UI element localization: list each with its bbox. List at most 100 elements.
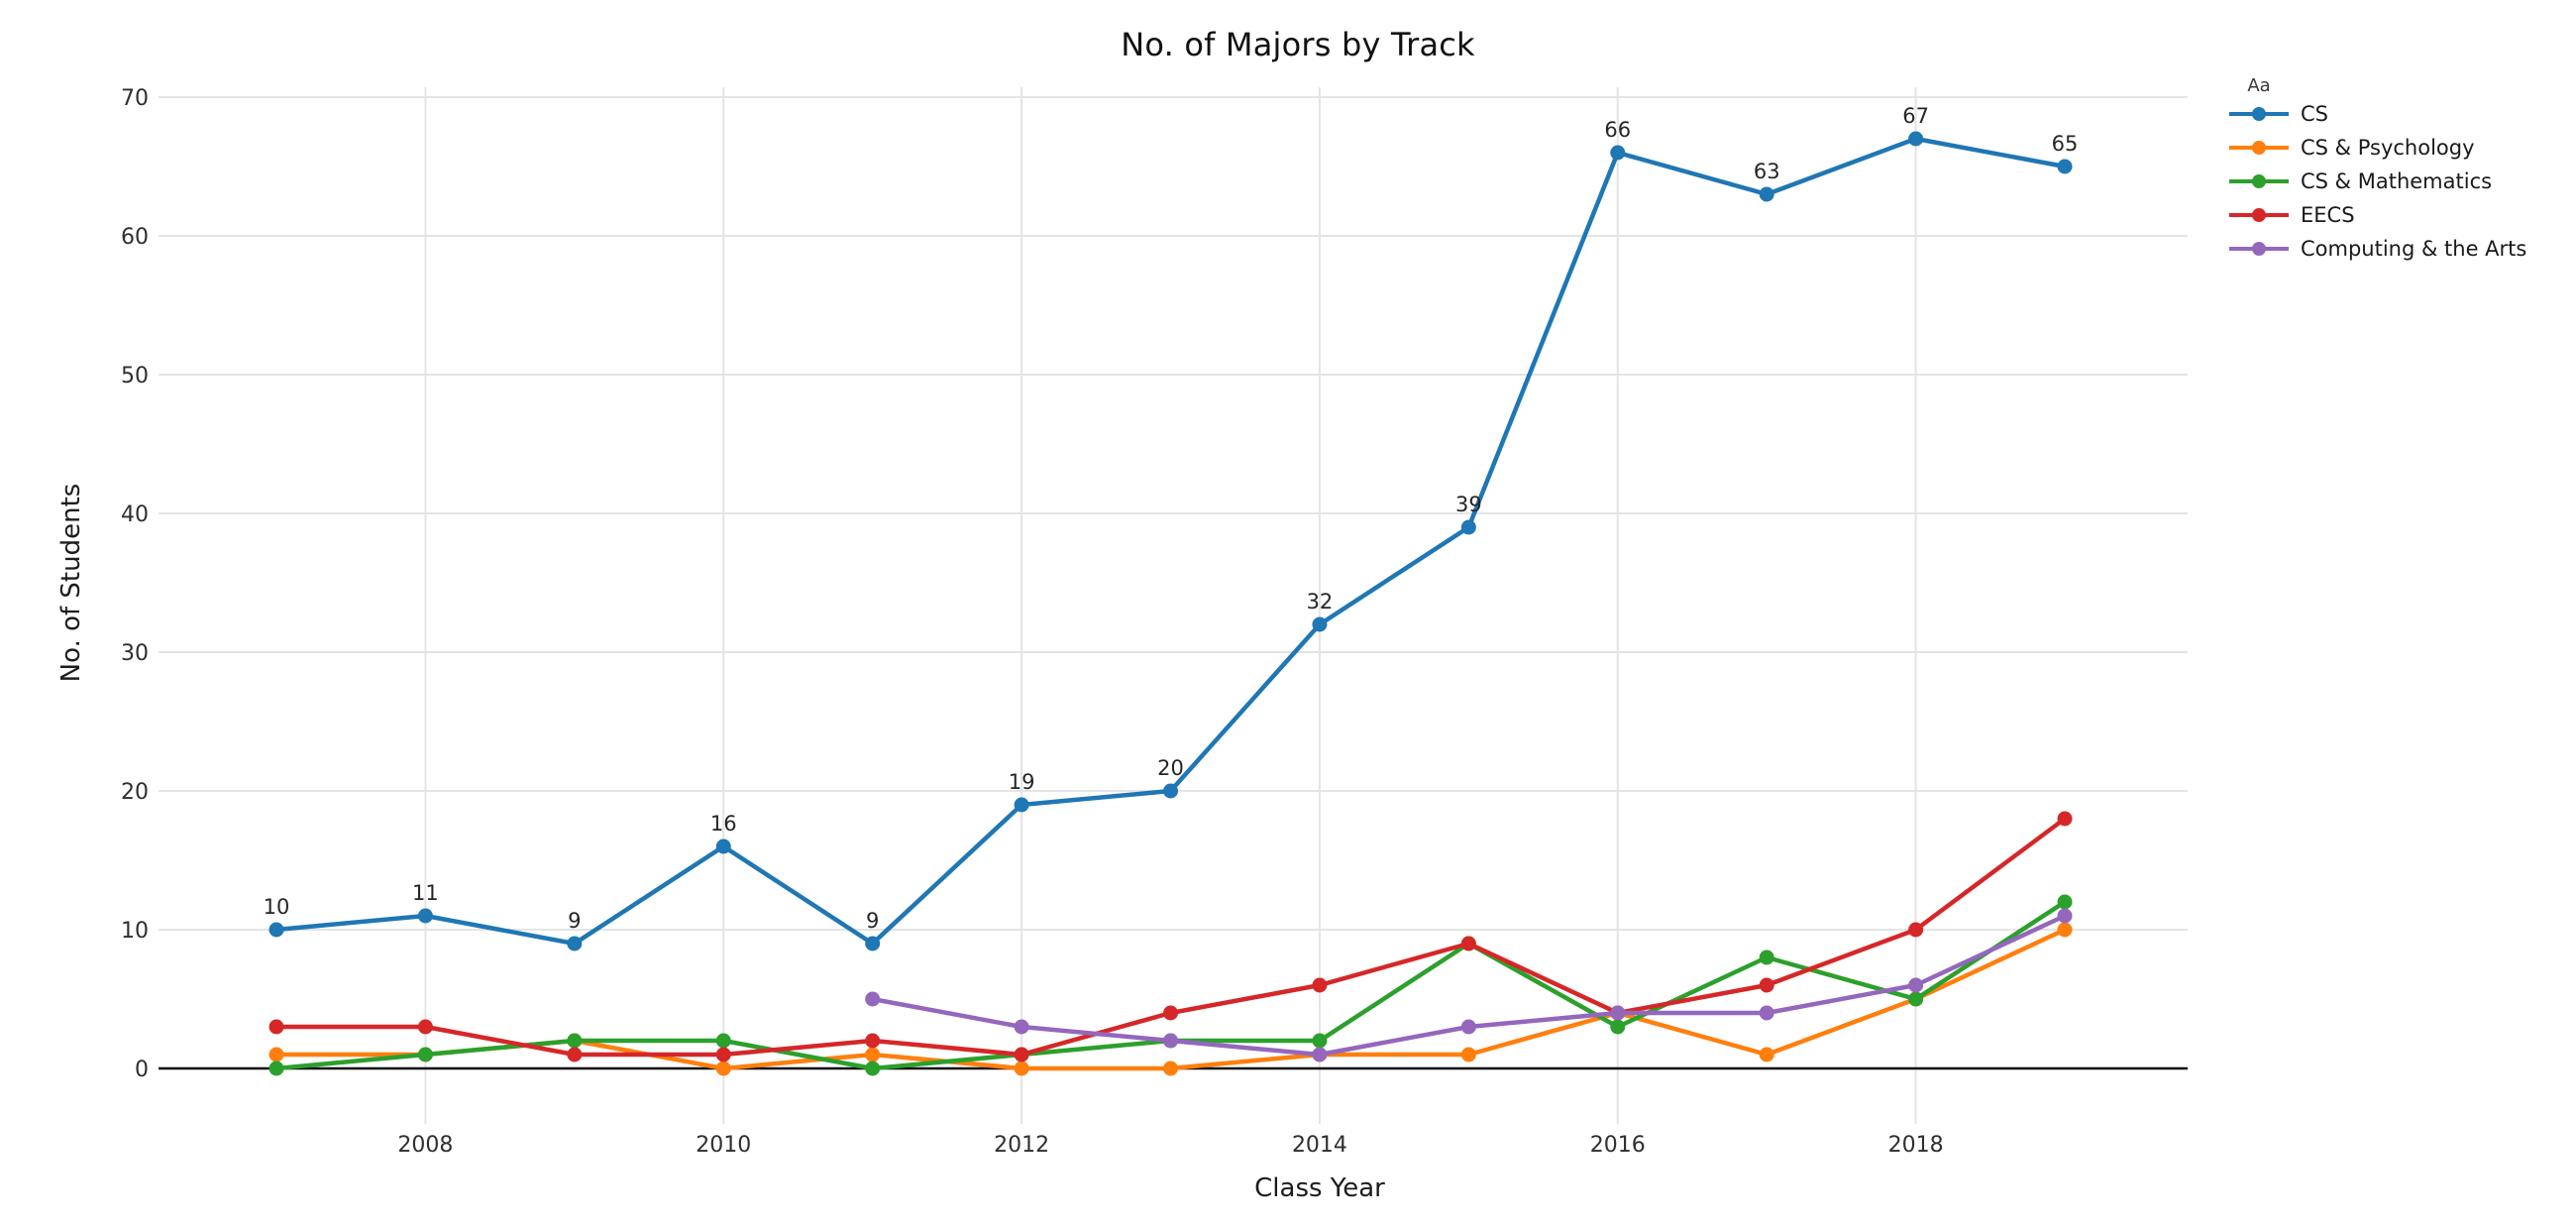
- legend-item-computing-the-arts[interactable]: Computing & the Arts: [2227, 232, 2526, 266]
- data-point-cs-2009: [567, 936, 583, 951]
- data-point-eecs-2018: [1908, 922, 1924, 938]
- data-point-cs-mathematics-2007: [268, 1061, 284, 1076]
- data-point-cs-psychology-2011: [865, 1047, 881, 1062]
- data-point-cs-mathematics-2008: [417, 1047, 433, 1062]
- point-label-cs-2009: 9: [568, 909, 581, 933]
- data-point-cs-2015: [1460, 519, 1476, 535]
- data-point-cs-mathematics-2010: [715, 1033, 731, 1049]
- data-point-cs-2018: [1908, 131, 1924, 147]
- data-point-eecs-2014: [1312, 977, 1328, 993]
- point-label-cs-2010: 16: [710, 812, 737, 836]
- legend-dot-computing-the-arts: [2252, 242, 2266, 256]
- y-tick-label-10: 10: [121, 919, 149, 944]
- data-point-cs-mathematics-2009: [567, 1033, 583, 1049]
- legend-dot-cs-mathematics: [2252, 174, 2266, 188]
- point-label-cs-2015: 39: [1455, 493, 1482, 516]
- x-tick-label-2014: 2014: [1292, 1133, 1347, 1158]
- data-point-cs-mathematics-2018: [1908, 991, 1924, 1007]
- point-label-cs-2008: 11: [412, 881, 439, 905]
- data-point-cs-mathematics-2014: [1312, 1033, 1328, 1049]
- data-point-cs-2014: [1312, 616, 1328, 632]
- data-point-cs-2019: [2057, 159, 2073, 174]
- data-point-cs-2013: [1163, 783, 1179, 799]
- data-point-cs-psychology-2017: [1759, 1047, 1774, 1062]
- data-point-eecs-2011: [865, 1033, 881, 1049]
- y-tick-label-50: 50: [121, 364, 149, 389]
- data-point-eecs-2012: [1014, 1047, 1029, 1062]
- legend-label-cs-mathematics: CS & Mathematics: [2301, 169, 2493, 193]
- x-tick-label-2012: 2012: [994, 1133, 1049, 1158]
- legend-label-computing-the-arts: Computing & the Arts: [2301, 237, 2527, 261]
- data-point-cs-psychology-2007: [268, 1047, 284, 1062]
- series-line-cs: [273, 136, 2068, 947]
- legend-label-cs: CS: [2301, 102, 2328, 126]
- data-point-cs-2010: [715, 838, 731, 854]
- data-point-computing-the-arts-2011: [865, 991, 881, 1007]
- data-point-cs-mathematics-2016: [1610, 1019, 1626, 1035]
- data-point-cs-psychology-2012: [1014, 1061, 1029, 1076]
- y-tick-label-20: 20: [121, 780, 149, 805]
- legend-item-eecs[interactable]: EECS: [2227, 198, 2526, 232]
- y-tick-label-60: 60: [121, 225, 149, 250]
- y-tick-label-70: 70: [121, 86, 149, 111]
- data-point-cs-2011: [865, 936, 881, 951]
- legend-item-cs-psychology[interactable]: CS & Psychology: [2227, 131, 2526, 165]
- point-label-cs-2014: 32: [1307, 590, 1334, 614]
- point-label-cs-2013: 20: [1157, 756, 1184, 780]
- y-tick-label-30: 30: [121, 641, 149, 666]
- x-tick-label-2016: 2016: [1590, 1133, 1646, 1158]
- legend-item-cs-mathematics[interactable]: CS & Mathematics: [2227, 165, 2526, 198]
- data-point-cs-mathematics-2019: [2057, 894, 2073, 910]
- data-point-computing-the-arts-2019: [2057, 908, 2073, 924]
- data-point-computing-the-arts-2013: [1163, 1033, 1179, 1049]
- point-label-cs-2007: 10: [264, 895, 290, 919]
- chart-title: No. of Majors by Track: [1121, 26, 1475, 63]
- data-point-cs-2012: [1014, 797, 1029, 813]
- data-point-cs-2017: [1759, 186, 1774, 202]
- data-point-computing-the-arts-2018: [1908, 977, 1924, 993]
- legend-dot-cs: [2252, 107, 2266, 121]
- point-label-cs-2018: 67: [1902, 104, 1929, 128]
- legend-marker-cs: [2229, 107, 2289, 121]
- legend-dot-cs-psychology: [2252, 141, 2266, 155]
- y-tick-label-40: 40: [121, 503, 149, 527]
- legend-marker-eecs: [2229, 208, 2289, 222]
- data-point-cs-psychology-2013: [1163, 1061, 1179, 1076]
- data-point-computing-the-arts-2012: [1014, 1019, 1029, 1035]
- point-label-cs-2017: 63: [1754, 160, 1780, 183]
- legend-label-cs-psychology: CS & Psychology: [2301, 136, 2475, 160]
- point-label-cs-2012: 19: [1009, 770, 1035, 794]
- legend-label-eecs: EECS: [2301, 203, 2355, 227]
- legend-marker-cs-psychology: [2229, 141, 2289, 155]
- data-point-eecs-2008: [417, 1019, 433, 1035]
- data-point-eecs-2013: [1163, 1005, 1179, 1021]
- data-point-computing-the-arts-2016: [1610, 1005, 1626, 1021]
- legend-marker-cs-mathematics: [2229, 174, 2289, 188]
- data-point-cs-psychology-2015: [1460, 1047, 1476, 1062]
- data-point-cs-mathematics-2017: [1759, 950, 1774, 965]
- x-tick-label-2018: 2018: [1888, 1133, 1944, 1158]
- legend-item-cs[interactable]: CS: [2227, 97, 2526, 131]
- legend-dot-eecs: [2252, 208, 2266, 222]
- data-point-eecs-2009: [567, 1047, 583, 1062]
- x-tick-label-2010: 2010: [696, 1133, 751, 1158]
- point-label-cs-2011: 9: [866, 909, 879, 933]
- y-axis-title: No. of Students: [56, 483, 86, 683]
- x-axis-title: Class Year: [1254, 1173, 1385, 1203]
- legend: Aa CS CS & Psychology CS & Mathematics EECS…: [2227, 75, 2526, 266]
- data-point-eecs-2007: [268, 1019, 284, 1035]
- data-point-cs-2007: [268, 922, 284, 938]
- data-point-cs-mathematics-2011: [865, 1061, 881, 1076]
- data-point-eecs-2017: [1759, 977, 1774, 993]
- data-point-computing-the-arts-2017: [1759, 1005, 1774, 1021]
- data-point-eecs-2019: [2057, 811, 2073, 827]
- data-point-computing-the-arts-2014: [1312, 1047, 1328, 1062]
- data-point-cs-psychology-2010: [715, 1061, 731, 1076]
- data-point-cs-2008: [417, 908, 433, 924]
- y-tick-label-0: 0: [135, 1058, 149, 1082]
- data-point-computing-the-arts-2015: [1460, 1019, 1476, 1035]
- legend-marker-computing-the-arts: [2229, 242, 2289, 256]
- data-point-eecs-2010: [715, 1047, 731, 1062]
- legend-title: Aa: [2247, 75, 2271, 96]
